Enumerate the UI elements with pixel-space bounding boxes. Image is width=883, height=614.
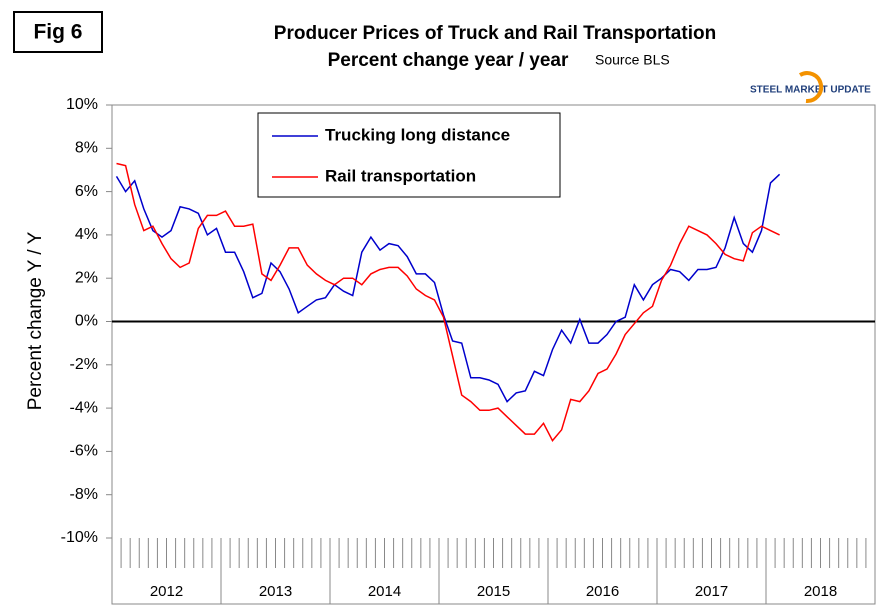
y-tick-label: 6%: [75, 183, 98, 200]
x-group-label: 2014: [368, 583, 401, 600]
y-tick-label: 4%: [75, 226, 98, 243]
chart-subtitle: Percent change year / year: [328, 50, 569, 71]
y-tick-label: 10%: [66, 96, 98, 113]
x-group-label: 2015: [477, 583, 510, 600]
logo-arc: [798, 71, 824, 104]
y-tick-label: 0%: [75, 313, 98, 330]
source-note: Source BLS: [595, 52, 670, 68]
series-line: [115, 173, 781, 403]
logo: STEEL MARKET UPDATE: [750, 85, 871, 96]
x-group-label: 2018: [804, 583, 837, 600]
y-tick-label: -10%: [61, 529, 98, 546]
x-group-label: 2012: [150, 583, 183, 600]
y-tick-label: -2%: [70, 356, 98, 373]
series-line: [116, 162, 780, 442]
x-group-label: 2016: [586, 583, 619, 600]
y-tick-label: 2%: [75, 269, 98, 286]
y-axis-title: Percent change Y / Y: [25, 231, 46, 410]
x-group-label: 2013: [259, 583, 292, 600]
y-tick-label: -6%: [70, 443, 98, 460]
y-tick-label: -8%: [70, 486, 98, 503]
figure-box: [13, 11, 103, 53]
y-tick-label: -4%: [70, 399, 98, 416]
legend-box: [257, 112, 561, 198]
figure-label: Fig 6: [33, 21, 82, 44]
plot-frame: [111, 104, 876, 605]
x-group-label: 2017: [695, 583, 728, 600]
legend-label: Trucking long distance: [325, 125, 510, 144]
chart-title: Producer Prices of Truck and Rail Transp…: [274, 23, 716, 44]
legend-label: Rail transportation: [325, 166, 476, 185]
y-tick-label: 8%: [75, 140, 98, 157]
